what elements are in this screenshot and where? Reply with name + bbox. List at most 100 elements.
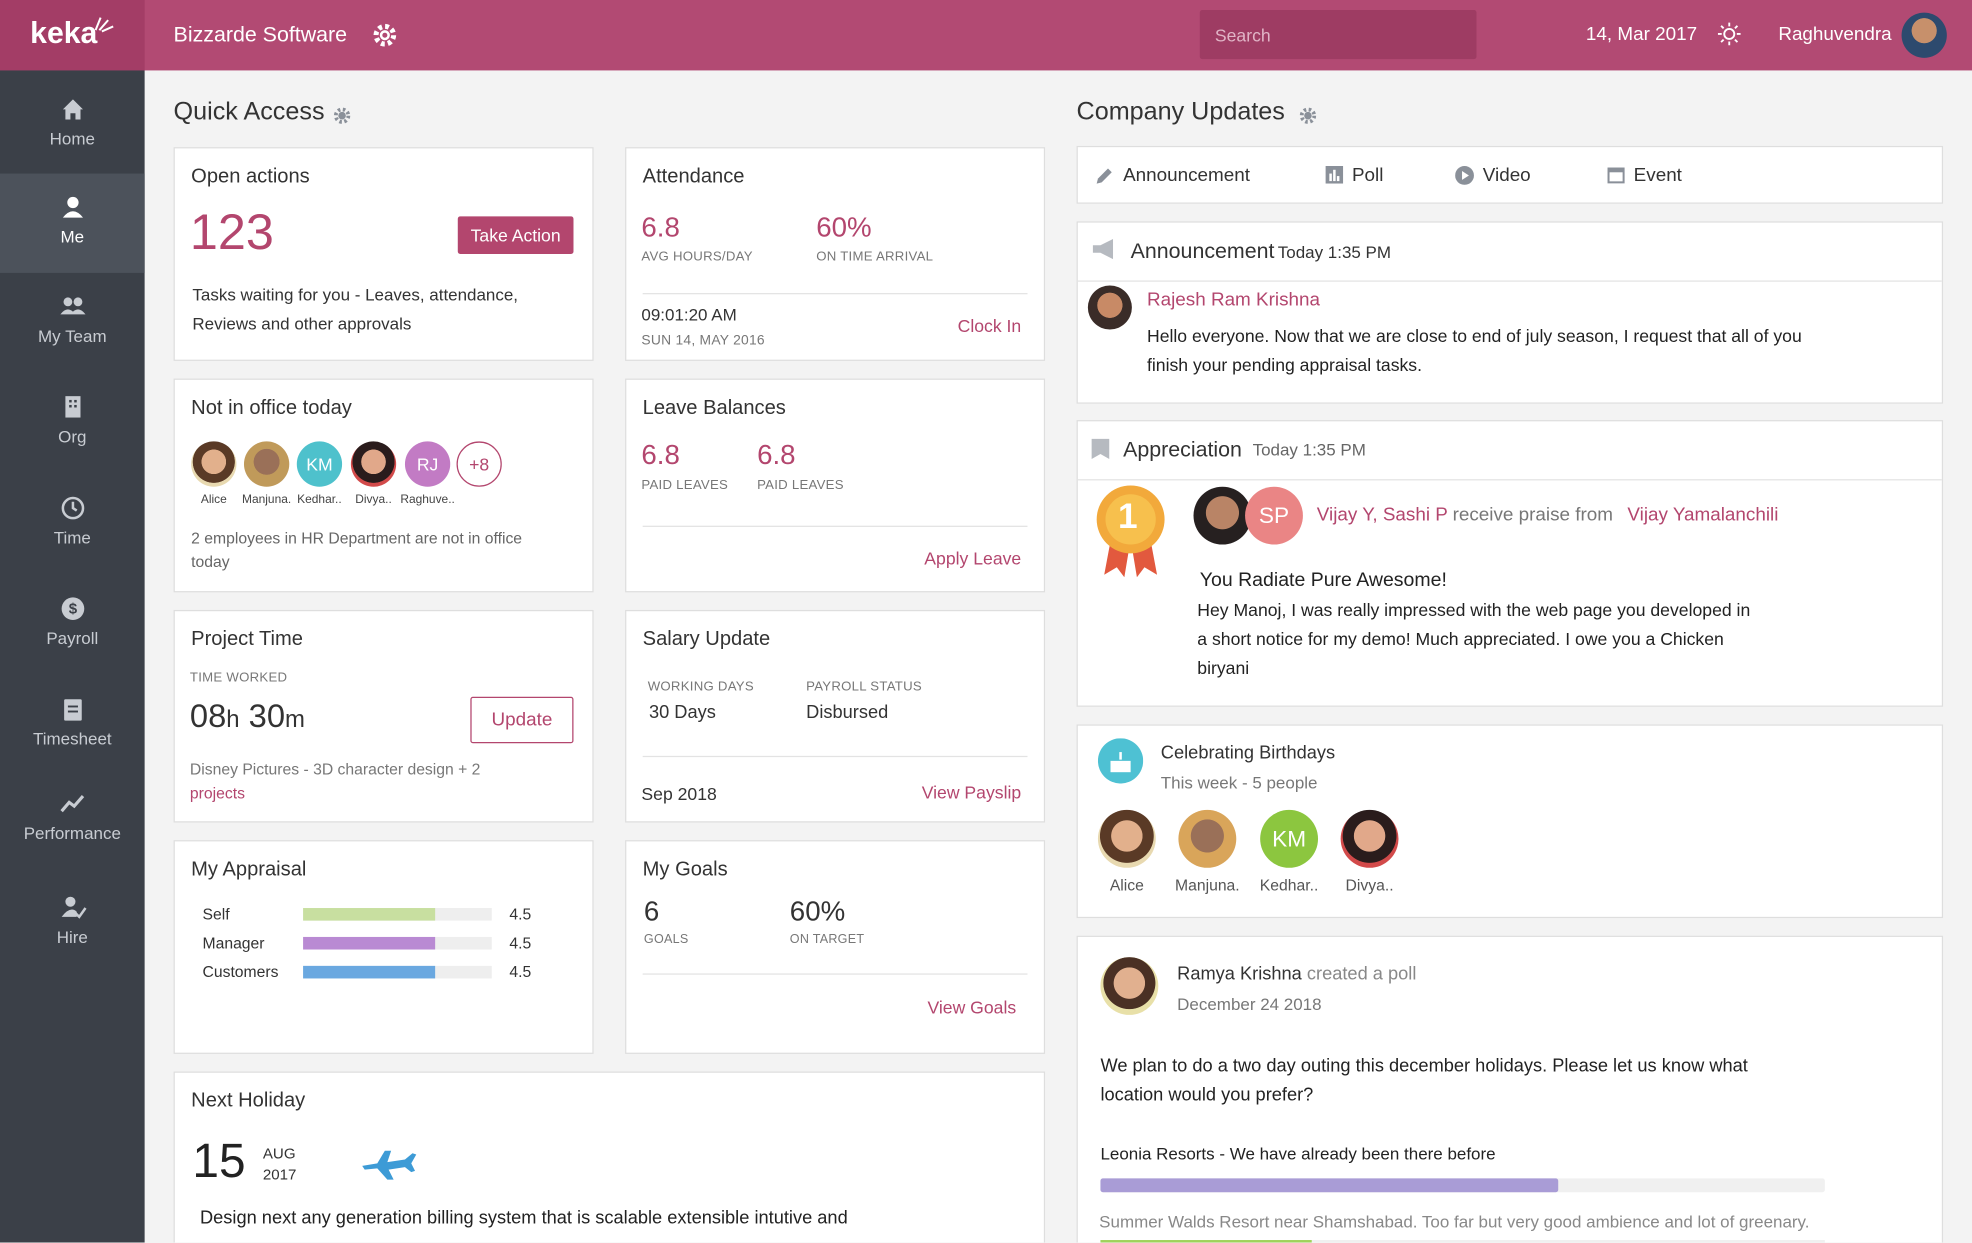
tab[interactable]: Event (1633, 164, 1682, 187)
nav-label: Hire (56, 928, 88, 948)
plane-icon (362, 1150, 417, 1180)
payroll-status: Disbursed (806, 703, 889, 724)
announcement-text: Hello everyone. Now that we are close to… (1146, 325, 1802, 375)
nav-item[interactable]: Org (0, 374, 145, 473)
logo-area (0, 0, 145, 71)
person-avatar[interactable] (1097, 809, 1156, 868)
not-in-office-card: Not in office today +8 2 employees in HR… (173, 378, 594, 593)
person-avatar[interactable]: RJ (404, 441, 451, 487)
user-avatar[interactable] (1901, 12, 1947, 58)
person-avatar[interactable]: KM (1260, 809, 1319, 868)
update-tabs: Announcement Poll Video Event (1076, 145, 1944, 204)
divider (642, 293, 1028, 295)
leave-label: PAID LEAVES (757, 477, 844, 493)
author-name[interactable]: Ramya Krishna (1177, 964, 1302, 985)
person-avatar[interactable] (1340, 809, 1399, 868)
logo[interactable]: keka (30, 16, 98, 51)
goals-card: My Goals 6 GOALS 60% ON TARGET View Goal… (625, 840, 1046, 1054)
giver[interactable]: Vijay Yamalanchili (1627, 504, 1779, 526)
recipient-avatar: SP (1245, 486, 1303, 545)
nav-item[interactable]: Hire (0, 874, 145, 973)
holiday-day: 15 (192, 1135, 246, 1189)
nav-item[interactable]: Time (0, 474, 145, 573)
person-name: Divya.. (355, 492, 392, 507)
projects-link[interactable]: projects (189, 784, 245, 803)
company-name[interactable]: Bizzarde Software (173, 22, 348, 47)
nav-item[interactable]: Timesheet (0, 675, 145, 774)
section-title: Quick Access (173, 98, 325, 126)
card-title: My Appraisal (191, 858, 307, 881)
time-worked-label: TIME WORKED (189, 670, 288, 686)
settings-icon[interactable] (333, 107, 351, 125)
person-name: Kedhar.. (1259, 876, 1319, 895)
author-avatar (1100, 957, 1159, 1015)
search-box[interactable]: Search (1199, 10, 1477, 60)
card-title: Leave Balances (642, 397, 786, 419)
tab[interactable]: Announcement (1123, 164, 1250, 187)
nav-item[interactable]: $ Payroll (0, 575, 145, 674)
user-name[interactable]: Raghuvendra (1778, 23, 1892, 46)
post-time: Today 1:35 PM (1277, 242, 1392, 262)
poll-track (1100, 1240, 1825, 1243)
attendance-card: Attendance 6.8 AVG HOURS/DAY 60% ON TIME… (625, 147, 1046, 361)
person-avatar[interactable] (243, 441, 290, 487)
update-button[interactable]: Update (470, 696, 574, 744)
card-title: Open actions (191, 166, 310, 188)
praise-verb: receive praise from (1452, 504, 1613, 526)
divider (1077, 479, 1942, 481)
nav-item[interactable]: Performance (0, 770, 145, 869)
poll-icon (1325, 166, 1344, 184)
poll-action: created a poll (1306, 964, 1417, 985)
person-avatar[interactable] (1178, 809, 1237, 868)
award-badge (1096, 485, 1165, 578)
minutes: 30 (248, 696, 286, 735)
poll-option[interactable]: Leonia Resorts - We have already been th… (1100, 1144, 1496, 1164)
person-name: Manjuna. (1174, 876, 1240, 895)
clock-in-link[interactable]: Clock In (957, 315, 1022, 336)
nav-item[interactable]: Me (0, 173, 145, 273)
nav-label: Me (60, 227, 85, 247)
svg-text:$: $ (68, 601, 77, 618)
person-avatar[interactable] (350, 441, 397, 487)
person-avatar[interactable]: KM (296, 441, 343, 487)
settings-icon[interactable] (1299, 107, 1317, 125)
tab[interactable]: Video (1482, 164, 1531, 187)
recipient-avatar (1193, 486, 1252, 545)
view-payslip-link[interactable]: View Payslip (921, 782, 1022, 803)
recipients[interactable]: Vijay Y, Sashi P (1316, 504, 1448, 526)
person-name: Alice (1109, 876, 1144, 895)
weather-icon (1717, 22, 1741, 46)
on-target: 60% (789, 895, 846, 927)
poll-card: Ramya Krishna created a poll December 24… (1076, 935, 1944, 1243)
video-icon (1455, 166, 1474, 185)
announcement-card: Announcement Today 1:35 PM Rajesh Ram Kr… (1076, 221, 1944, 404)
tab[interactable]: Poll (1351, 164, 1384, 187)
appreciation-headline: You Radiate Pure Awesome! (1199, 569, 1447, 592)
nav-icon (60, 896, 86, 919)
leave-balance: 6.8 (641, 438, 680, 471)
payroll-status-label: PAYROLL STATUS (806, 679, 922, 695)
person-name: Raghuve.. (400, 492, 455, 507)
card-title: My Goals (642, 858, 728, 881)
poll-option[interactable]: Summer Walds Resort near Shamshabad. Too… (1099, 1212, 1810, 1232)
appraisal-label: Customers (202, 963, 279, 981)
nav-item[interactable]: Home (0, 75, 145, 174)
appreciation-text: Hey Manoj, I was really impressed with t… (1197, 599, 1751, 678)
card-subtitle: This week - 5 people (1160, 773, 1318, 793)
open-actions-card: Open actions 123 Take Action Tasks waiti… (173, 147, 594, 361)
person-avatar[interactable] (191, 441, 237, 487)
clock-date: SUN 14, MAY 2016 (641, 333, 765, 349)
apply-leave-link[interactable]: Apply Leave (924, 548, 1022, 569)
more-people[interactable]: +8 (456, 441, 502, 487)
take-action-button[interactable]: Take Action (457, 216, 574, 255)
birthdays-card: Celebrating Birthdays This week - 5 peop… (1076, 724, 1944, 919)
nav-item[interactable]: My Team (0, 273, 145, 372)
divider (1077, 280, 1942, 282)
card-title: Salary Update (642, 628, 771, 651)
salary-month: Sep 2018 (641, 783, 717, 804)
view-goals-link[interactable]: View Goals (927, 997, 1017, 1018)
author-name[interactable]: Rajesh Ram Krishna (1146, 289, 1320, 311)
megaphone-icon (1092, 238, 1114, 260)
project-description: Disney Pictures - 3D character design + … (189, 760, 481, 779)
settings-icon[interactable] (372, 23, 397, 48)
